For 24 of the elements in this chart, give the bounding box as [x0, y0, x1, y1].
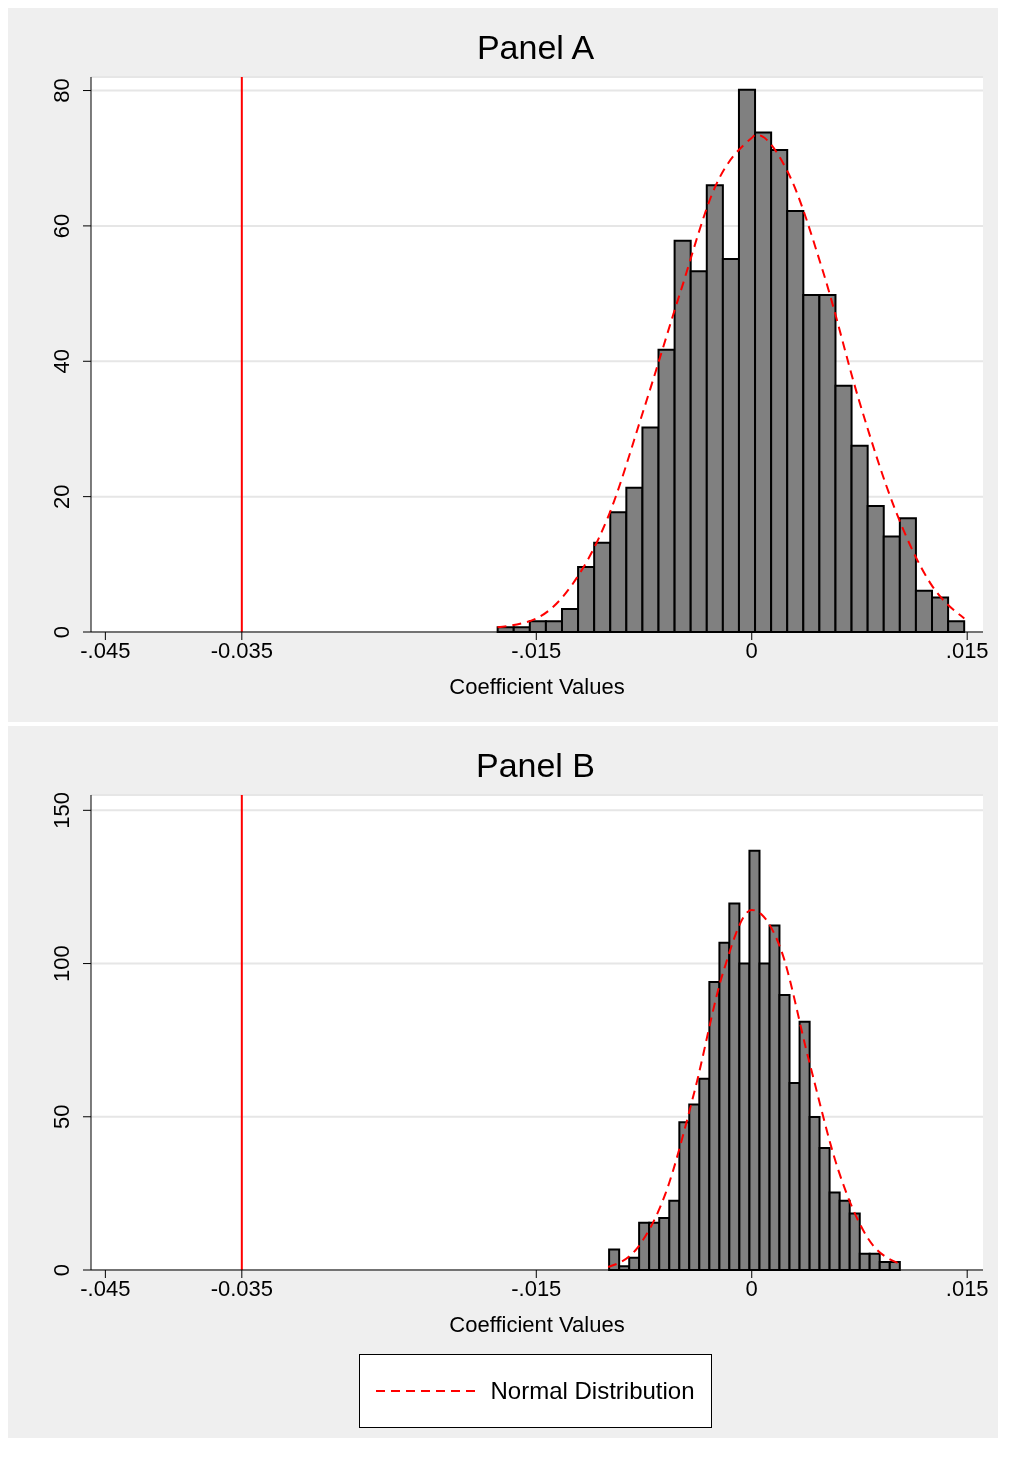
x-tick-label: -.015 [511, 1275, 562, 1301]
y-tick-label: 60 [49, 213, 74, 239]
x-tick-label: -.045 [80, 637, 131, 663]
y-tick-label: 80 [49, 78, 74, 103]
x-tick-label: 0 [745, 637, 758, 663]
y-tick-label: 150 [49, 791, 74, 829]
x-tick-label: .015 [945, 1275, 989, 1301]
y-tick-label: 0 [49, 1263, 74, 1277]
legend-label: Normal Distribution [490, 1377, 695, 1405]
chart-title: Panel A [475, 28, 596, 68]
x-tick-label: -.045 [80, 1275, 131, 1301]
y-tick-label: 40 [49, 349, 74, 374]
x-tick-label: -.015 [511, 637, 562, 663]
x-tick-label: 0 [745, 1275, 758, 1301]
y-tick-label: 20 [49, 484, 74, 509]
chart-title: Panel B [474, 746, 597, 786]
x-tick-label: -0.035 [210, 637, 274, 663]
x-axis-title: Coefficient Values [449, 1312, 625, 1337]
x-axis-title: Coefficient Values [449, 674, 625, 699]
y-tick-label: 0 [49, 625, 74, 639]
x-tick-label: .015 [945, 637, 989, 663]
x-tick-label: -0.035 [210, 1275, 274, 1301]
y-tick-label: 100 [49, 945, 74, 982]
y-tick-label: 50 [49, 1104, 74, 1130]
